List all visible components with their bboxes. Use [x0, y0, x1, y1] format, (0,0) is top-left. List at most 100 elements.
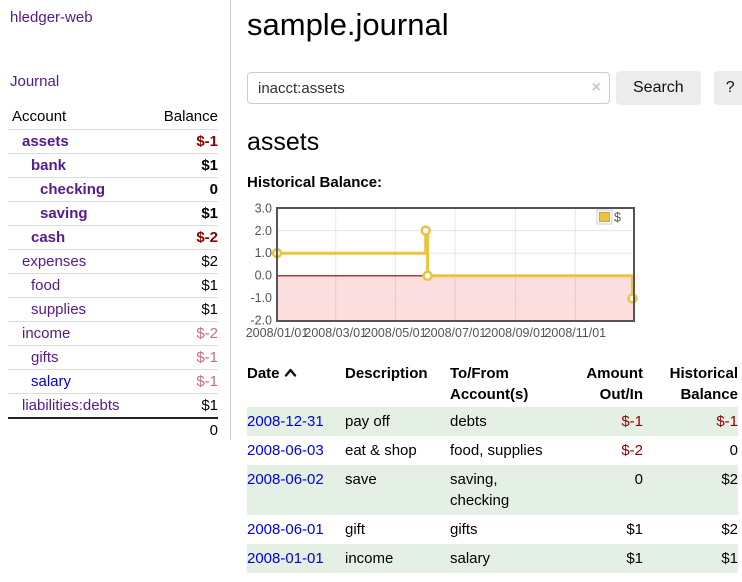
transaction-date-link[interactable]: 2008-06-01 — [247, 521, 324, 538]
account-row: gifts $-1 — [8, 345, 218, 370]
svg-text:2008/01/01: 2008/01/01 — [246, 326, 309, 340]
transaction-accounts: gifts — [450, 521, 478, 538]
account-row: cash $-2 — [8, 225, 218, 250]
transaction-balance: $-1 — [643, 407, 738, 436]
search-button[interactable]: Search — [616, 71, 701, 105]
svg-text:2008/11/01: 2008/11/01 — [544, 326, 606, 340]
account-balance: 0 — [209, 181, 218, 198]
register-header-row: Date Description To/From Account(s) Amou… — [247, 361, 738, 407]
account-row: salary $-1 — [8, 369, 218, 394]
transaction-description: eat & shop — [345, 442, 417, 459]
transaction-row: 2008-06-01 gift gifts $1 $2 — [247, 515, 738, 544]
search-input[interactable] — [247, 72, 610, 104]
account-link[interactable]: food — [31, 277, 61, 294]
account-link[interactable]: gifts — [31, 349, 59, 366]
account-link[interactable]: supplies — [31, 301, 87, 318]
svg-text:2008/03/01: 2008/03/01 — [304, 326, 367, 340]
account-balance: $1 — [201, 157, 218, 174]
account-link[interactable]: liabilities:debts — [22, 397, 120, 414]
transaction-date-link[interactable]: 2008-06-03 — [247, 442, 324, 459]
account-link[interactable]: saving — [40, 205, 88, 222]
account-balance: $2 — [201, 253, 218, 270]
account-balance: $-1 — [196, 133, 218, 150]
chart-border — [276, 207, 635, 322]
account-link[interactable]: bank — [31, 157, 67, 174]
sidebar: hledger-web Journal Account Balance asse… — [0, 0, 231, 440]
svg-text:2008/09/01: 2008/09/01 — [484, 326, 547, 340]
transaction-row: 2008-01-01 income salary $1 $1 — [247, 544, 738, 573]
transaction-row: 2008-06-03 eat & shop food, supplies $-2… — [247, 436, 738, 465]
legend-label: $ — [614, 211, 621, 225]
account-row: income $-2 — [8, 321, 218, 346]
register-header-balance: Historical Balance — [669, 365, 738, 403]
account-row: assets $-1 — [8, 129, 218, 154]
account-link[interactable]: cash — [31, 229, 66, 246]
transaction-amount: 0 — [563, 465, 643, 515]
page-title: sample.journal — [247, 7, 449, 42]
clear-search-icon[interactable]: × — [591, 79, 601, 96]
transaction-amount: $1 — [563, 544, 643, 573]
accounts-total-row: 0 — [8, 418, 218, 442]
register-header-accounts: To/From Account(s) — [450, 365, 529, 403]
svg-text:1.0: 1.0 — [255, 246, 272, 260]
historical-balance-chart: $ 3.0 2.0 1.0 0.0 -1.0 -2.0 2008/01/01 2… — [246, 203, 638, 340]
account-link[interactable]: assets — [22, 133, 69, 150]
transaction-balance: $2 — [721, 521, 738, 538]
sidebar-item-journal[interactable]: Journal — [10, 73, 60, 90]
transaction-accounts: salary — [450, 544, 563, 573]
legend-swatch — [599, 212, 610, 222]
account-row: food $1 — [8, 273, 218, 298]
account-balance: $-1 — [196, 373, 218, 390]
svg-text:0.0: 0.0 — [255, 269, 272, 283]
transaction-date-link[interactable]: 2008-12-31 — [247, 413, 324, 430]
transaction-accounts: food, supplies — [450, 442, 543, 459]
account-row: saving $1 — [8, 201, 218, 226]
transaction-date-link[interactable]: 2008-06-02 — [247, 471, 324, 488]
account-balance: $-2 — [196, 229, 218, 246]
app-brand-link[interactable]: hledger-web — [10, 9, 93, 26]
transaction-amount: $1 — [626, 521, 643, 538]
svg-text:2.0: 2.0 — [255, 224, 272, 238]
account-link[interactable]: checking — [40, 181, 106, 198]
account-balance: $-2 — [196, 325, 218, 342]
account-link[interactable]: income — [22, 325, 71, 342]
transaction-amount: $-2 — [621, 442, 643, 459]
account-row: bank $1 — [8, 153, 218, 178]
accounts-header-balance: Balance — [163, 108, 218, 125]
accounts-header-row: Account Balance — [8, 105, 218, 130]
transaction-row: 2008-12-31 pay off debts $-1 $-1 — [247, 407, 738, 436]
vertical-gridlines — [335, 209, 576, 320]
account-row: checking 0 — [8, 177, 218, 202]
y-axis-labels: 3.0 2.0 1.0 0.0 -1.0 -2.0 — [250, 203, 272, 327]
transaction-amount: $-1 — [563, 407, 643, 436]
accounts-total: 0 — [209, 422, 218, 439]
help-button[interactable]: ? — [713, 71, 742, 105]
account-link[interactable]: expenses — [22, 253, 87, 270]
search-form: × Search ? — [247, 71, 742, 105]
svg-text:2008/07/01: 2008/07/01 — [424, 326, 487, 340]
negative-region — [278, 275, 633, 320]
account-balance: $1 — [201, 397, 218, 414]
account-balance: $1 — [201, 301, 218, 318]
account-row: supplies $1 — [8, 297, 218, 322]
register-header-description: Description — [345, 365, 428, 382]
data-point-markers — [271, 225, 638, 304]
account-row: expenses $2 — [8, 249, 218, 274]
account-heading: assets — [247, 128, 320, 156]
transaction-balance: $1 — [643, 544, 738, 573]
register-table: Date Description To/From Account(s) Amou… — [247, 361, 738, 573]
svg-text:3.0: 3.0 — [255, 203, 272, 216]
account-balance: $1 — [201, 205, 218, 222]
transaction-description: pay off — [345, 407, 450, 436]
account-row: liabilities:debts $1 — [8, 393, 218, 419]
register-header-date[interactable]: Date — [247, 361, 345, 407]
chart-title: Historical Balance: — [247, 174, 383, 191]
account-balance: $1 — [201, 277, 218, 294]
svg-text:-1.0: -1.0 — [250, 291, 272, 305]
transaction-accounts: debts — [450, 407, 563, 436]
account-balance: $-1 — [196, 349, 218, 366]
transaction-date-link[interactable]: 2008-01-01 — [247, 550, 324, 567]
transaction-row: 2008-06-02 save saving, checking 0 $2 — [247, 465, 738, 515]
account-link[interactable]: salary — [31, 373, 72, 390]
transaction-accounts: saving, checking — [450, 465, 563, 515]
